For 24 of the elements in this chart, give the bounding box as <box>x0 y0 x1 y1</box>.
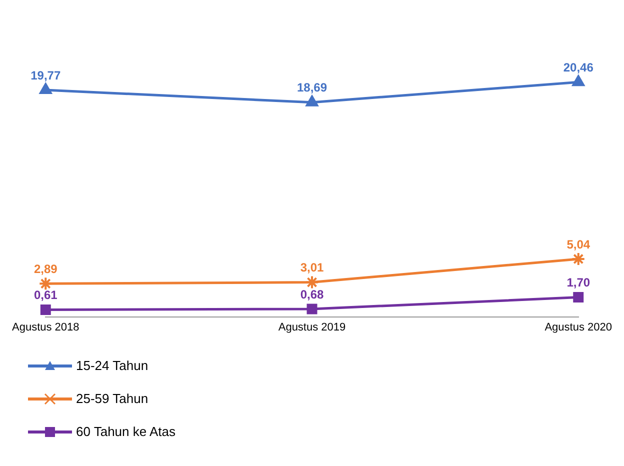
point <box>306 304 318 314</box>
legend-label: 25-59 Tahun <box>76 391 148 406</box>
data-label: 19,77 <box>30 68 61 82</box>
x-tick-label: Agustus 2019 <box>278 321 346 334</box>
point <box>573 292 584 303</box>
legend-label: 60 Tahun ke Atas <box>76 424 176 439</box>
data-label: 1,70 <box>566 276 590 290</box>
data-label: 0,61 <box>34 288 58 302</box>
point <box>572 75 585 86</box>
point <box>39 83 52 94</box>
data-label: 18,69 <box>296 80 328 95</box>
data-label: 5,04 <box>566 237 590 252</box>
legend-label: 15-24 Tahun <box>76 358 148 373</box>
data-label: 3,01 <box>300 260 324 275</box>
point <box>306 95 318 106</box>
data-label: 2,89 <box>34 262 58 276</box>
data-label: 0,68 <box>300 287 324 302</box>
point <box>38 276 53 291</box>
data-label: 20,46 <box>563 60 594 74</box>
point <box>571 252 586 266</box>
point <box>305 275 319 290</box>
x-tick-label: Agustus 2018 <box>12 321 80 334</box>
x-tick-label: Agustus 2020 <box>544 321 612 334</box>
point <box>40 304 51 316</box>
